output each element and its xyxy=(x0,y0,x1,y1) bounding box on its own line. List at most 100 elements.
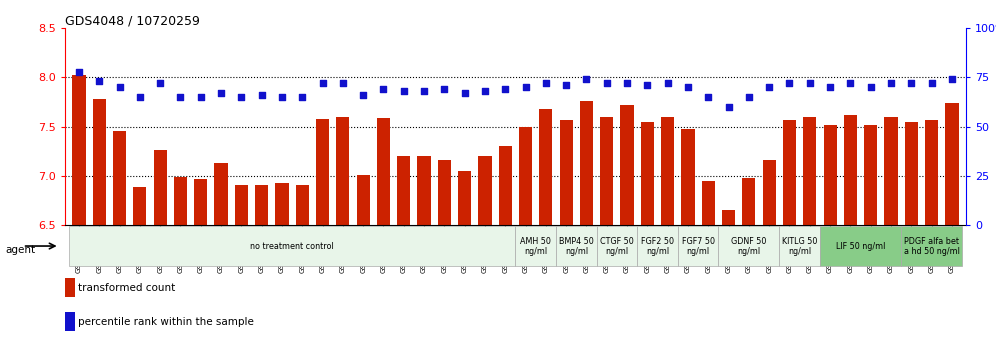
Point xyxy=(721,104,737,110)
Point xyxy=(395,88,411,94)
Point xyxy=(131,94,147,100)
Bar xyxy=(925,120,938,225)
Point xyxy=(599,80,615,86)
Bar xyxy=(397,156,410,225)
Bar xyxy=(621,105,633,225)
Bar xyxy=(742,178,756,225)
Bar xyxy=(515,226,556,267)
Bar xyxy=(779,226,820,267)
Bar xyxy=(844,115,857,225)
Text: FGF2 50
ng/ml: FGF2 50 ng/ml xyxy=(641,237,674,256)
Point xyxy=(863,84,878,90)
Bar xyxy=(113,131,126,225)
Point xyxy=(315,80,331,86)
Bar xyxy=(722,210,735,225)
Text: GDNF 50
ng/ml: GDNF 50 ng/ml xyxy=(731,237,767,256)
Point xyxy=(639,82,655,88)
Bar xyxy=(458,171,471,225)
Bar xyxy=(478,156,492,225)
Text: CTGF 50
ng/ml: CTGF 50 ng/ml xyxy=(600,237,633,256)
Bar xyxy=(580,101,593,225)
Bar xyxy=(296,185,309,225)
Bar xyxy=(601,117,614,225)
Bar xyxy=(702,181,715,225)
Point xyxy=(294,94,310,100)
Point xyxy=(579,76,595,82)
Point xyxy=(741,94,757,100)
Text: transformed count: transformed count xyxy=(79,283,175,293)
Bar xyxy=(678,226,718,267)
Bar xyxy=(194,179,207,225)
Bar xyxy=(438,160,451,225)
Point xyxy=(822,84,838,90)
Bar xyxy=(255,185,268,225)
Bar xyxy=(539,109,553,225)
Bar xyxy=(556,226,597,267)
Point xyxy=(213,90,229,96)
Point xyxy=(923,80,939,86)
Bar xyxy=(718,226,779,267)
Bar xyxy=(73,75,86,225)
Bar xyxy=(337,117,350,225)
Bar xyxy=(69,226,515,267)
Point xyxy=(843,80,859,86)
Bar xyxy=(865,125,877,225)
Text: AMH 50
ng/ml: AMH 50 ng/ml xyxy=(520,237,551,256)
Point xyxy=(274,94,290,100)
Bar xyxy=(65,312,75,331)
Bar xyxy=(519,126,532,225)
Point xyxy=(497,86,513,92)
Point xyxy=(659,80,675,86)
Bar xyxy=(153,150,166,225)
Bar xyxy=(824,125,837,225)
Bar xyxy=(661,117,674,225)
Point xyxy=(802,80,818,86)
Point xyxy=(416,88,432,94)
Point xyxy=(457,90,473,96)
Bar xyxy=(560,120,573,225)
Text: percentile rank within the sample: percentile rank within the sample xyxy=(79,317,254,327)
Bar xyxy=(904,122,918,225)
Point xyxy=(620,80,635,86)
Bar xyxy=(65,278,75,297)
Point xyxy=(92,79,108,84)
Bar xyxy=(597,226,637,267)
Point xyxy=(172,94,188,100)
Point xyxy=(436,86,452,92)
Point xyxy=(761,84,777,90)
Point xyxy=(680,84,696,90)
Point xyxy=(356,92,372,98)
Bar xyxy=(884,117,897,225)
Point xyxy=(944,76,960,82)
Point xyxy=(477,88,493,94)
Point xyxy=(335,80,351,86)
Point xyxy=(152,80,168,86)
Bar xyxy=(417,156,430,225)
Bar xyxy=(275,183,289,225)
Bar xyxy=(214,163,228,225)
Bar xyxy=(133,188,146,225)
Bar xyxy=(803,117,817,225)
Bar xyxy=(763,160,776,225)
Bar xyxy=(93,99,106,225)
Bar xyxy=(174,177,187,225)
Text: LIF 50 ng/ml: LIF 50 ng/ml xyxy=(836,242,885,251)
Bar xyxy=(637,226,678,267)
Point xyxy=(193,94,209,100)
Point xyxy=(538,80,554,86)
Text: GDS4048 / 10720259: GDS4048 / 10720259 xyxy=(65,14,199,27)
Point xyxy=(518,84,534,90)
Bar xyxy=(376,118,390,225)
Bar xyxy=(499,146,512,225)
Bar xyxy=(357,175,370,225)
Bar xyxy=(901,226,962,267)
Point xyxy=(903,80,919,86)
Bar xyxy=(681,129,694,225)
Bar xyxy=(820,226,901,267)
Text: KITLG 50
ng/ml: KITLG 50 ng/ml xyxy=(782,237,818,256)
Bar xyxy=(783,120,796,225)
Point xyxy=(71,69,87,74)
Bar xyxy=(945,103,958,225)
Text: agent: agent xyxy=(5,245,35,255)
Point xyxy=(700,94,716,100)
